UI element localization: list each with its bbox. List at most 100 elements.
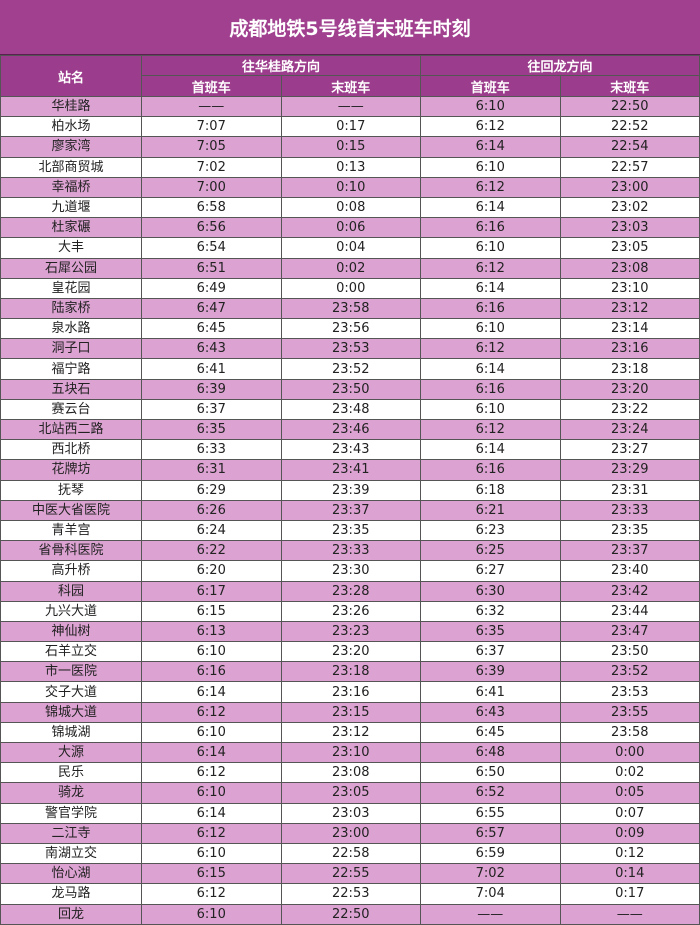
- last-train-huaguilu: 23:12: [280, 721, 421, 744]
- table-row: 南湖立交 6:10 22:58 6:59 0:12: [0, 842, 700, 865]
- first-train-huaguilu: 6:49: [141, 277, 282, 299]
- first-train-huaguilu: 6:20: [141, 560, 282, 582]
- last-train-huilong: 23:24: [559, 418, 700, 441]
- last-train-huaguilu: 23:10: [280, 741, 421, 764]
- last-train-huilong: 23:37: [559, 540, 700, 562]
- first-train-huaguilu: 6:10: [141, 903, 282, 925]
- first-train-huaguilu: 6:35: [141, 418, 282, 441]
- last-train-huilong: 23:29: [559, 459, 700, 481]
- station-name: 市一医院: [0, 661, 142, 683]
- table-row: 高升桥 6:20 23:30 6:27 23:40: [0, 560, 700, 582]
- station-name: 抚琴: [0, 479, 142, 501]
- last-train-huilong: 22:54: [559, 136, 700, 158]
- first-train-huaguilu: 6:14: [141, 681, 282, 703]
- table-row: 杜家碾 6:56 0:06 6:16 23:03: [0, 217, 700, 239]
- last-train-huaguilu: 0:00: [280, 277, 421, 299]
- header-first-train: 首班车: [420, 75, 561, 97]
- first-train-huilong: 6:48: [420, 741, 561, 764]
- last-train-huilong: 23:16: [559, 338, 700, 360]
- last-train-huaguilu: 23:58: [280, 297, 421, 320]
- last-train-huilong: 22:50: [559, 95, 700, 118]
- station-name: 杜家碾: [0, 217, 142, 239]
- station-name: 二江寺: [0, 822, 142, 844]
- table-row: 皇花园 6:49 0:00 6:14 23:10: [0, 277, 700, 299]
- last-train-huaguilu: 22:55: [280, 863, 421, 885]
- first-train-huaguilu: 6:33: [141, 439, 282, 461]
- table-row: 泉水路 6:45 23:56 6:10 23:14: [0, 318, 700, 340]
- last-train-huilong: 23:27: [559, 439, 700, 461]
- station-name: 北站西二路: [0, 418, 142, 441]
- last-train-huilong: 0:02: [559, 762, 700, 784]
- first-train-huaguilu: 6:10: [141, 641, 282, 663]
- last-train-huilong: 0:12: [559, 842, 700, 865]
- table-row: 二江寺 6:12 23:00 6:57 0:09: [0, 822, 700, 844]
- first-train-huilong: 6:52: [420, 782, 561, 804]
- header-direction-huaguilu: 往华桂路方向: [141, 55, 421, 76]
- station-name: 九道堰: [0, 196, 142, 219]
- first-train-huilong: 6:12: [420, 338, 561, 360]
- first-train-huilong: 6:32: [420, 600, 561, 622]
- first-train-huilong: 6:14: [420, 358, 561, 380]
- table-row: 怡心湖 6:15 22:55 7:02 0:14: [0, 863, 700, 885]
- last-train-huilong: 23:47: [559, 620, 700, 643]
- header-station: 站名: [0, 55, 142, 97]
- first-train-huaguilu: 7:07: [141, 116, 282, 138]
- station-name: 石羊立交: [0, 641, 142, 663]
- first-train-huaguilu: 6:51: [141, 257, 282, 279]
- first-train-huilong: 6:12: [420, 116, 561, 138]
- last-train-huilong: 23:44: [559, 600, 700, 622]
- station-name: 神仙树: [0, 620, 142, 643]
- last-train-huilong: 23:00: [559, 176, 700, 198]
- first-train-huaguilu: 6:12: [141, 822, 282, 844]
- last-train-huilong: 22:57: [559, 156, 700, 178]
- last-train-huaguilu: 22:50: [280, 903, 421, 925]
- table-row: 北站西二路 6:35 23:46 6:12 23:24: [0, 418, 700, 441]
- first-train-huilong: 6:45: [420, 721, 561, 744]
- first-train-huilong: 7:02: [420, 863, 561, 885]
- table-row: 陆家桥 6:47 23:58 6:16 23:12: [0, 297, 700, 320]
- first-train-huaguilu: 6:58: [141, 196, 282, 219]
- table-row: 九兴大道 6:15 23:26 6:32 23:44: [0, 600, 700, 622]
- first-train-huilong: 6:16: [420, 378, 561, 400]
- last-train-huaguilu: 23:30: [280, 560, 421, 582]
- first-train-huilong: 6:55: [420, 802, 561, 824]
- last-train-huilong: 0:07: [559, 802, 700, 824]
- last-train-huilong: 0:05: [559, 782, 700, 804]
- first-train-huilong: 6:41: [420, 681, 561, 703]
- station-name: 回龙: [0, 903, 142, 925]
- first-train-huaguilu: 6:12: [141, 701, 282, 723]
- first-train-huaguilu: ——: [141, 95, 282, 118]
- table-row: 洞子口 6:43 23:53 6:12 23:16: [0, 338, 700, 360]
- station-name: 龙马路: [0, 883, 142, 905]
- station-name: 青羊宫: [0, 519, 142, 542]
- station-name: 华桂路: [0, 95, 142, 118]
- first-train-huaguilu: 6:10: [141, 721, 282, 744]
- table-row: 花牌坊 6:31 23:41 6:16 23:29: [0, 459, 700, 481]
- station-name: 泉水路: [0, 318, 142, 340]
- last-train-huaguilu: 23:48: [280, 398, 421, 421]
- first-train-huilong: 6:14: [420, 196, 561, 219]
- station-name: 石犀公园: [0, 257, 142, 279]
- table-row: 大源 6:14 23:10 6:48 0:00: [0, 741, 700, 764]
- last-train-huilong: 23:05: [559, 237, 700, 259]
- last-train-huaguilu: 23:18: [280, 661, 421, 683]
- station-name: 大源: [0, 741, 142, 764]
- last-train-huaguilu: 23:16: [280, 681, 421, 703]
- first-train-huaguilu: 6:14: [141, 802, 282, 824]
- last-train-huaguilu: 0:08: [280, 196, 421, 219]
- last-train-huilong: 0:17: [559, 883, 700, 905]
- last-train-huaguilu: 23:52: [280, 358, 421, 380]
- first-train-huilong: 6:43: [420, 701, 561, 723]
- page-title: 成都地铁5号线首末班车时刻: [0, 0, 700, 55]
- last-train-huilong: 0:14: [559, 863, 700, 885]
- station-name: 怡心湖: [0, 863, 142, 885]
- last-train-huilong: 23:20: [559, 378, 700, 400]
- table-row: 西北桥 6:33 23:43 6:14 23:27: [0, 439, 700, 461]
- last-train-huilong: ——: [559, 903, 700, 925]
- last-train-huilong: 23:50: [559, 641, 700, 663]
- station-name: 皇花园: [0, 277, 142, 299]
- first-train-huaguilu: 6:41: [141, 358, 282, 380]
- first-train-huilong: 6:16: [420, 459, 561, 481]
- first-train-huilong: 6:30: [420, 580, 561, 602]
- station-name: 北部商贸城: [0, 156, 142, 178]
